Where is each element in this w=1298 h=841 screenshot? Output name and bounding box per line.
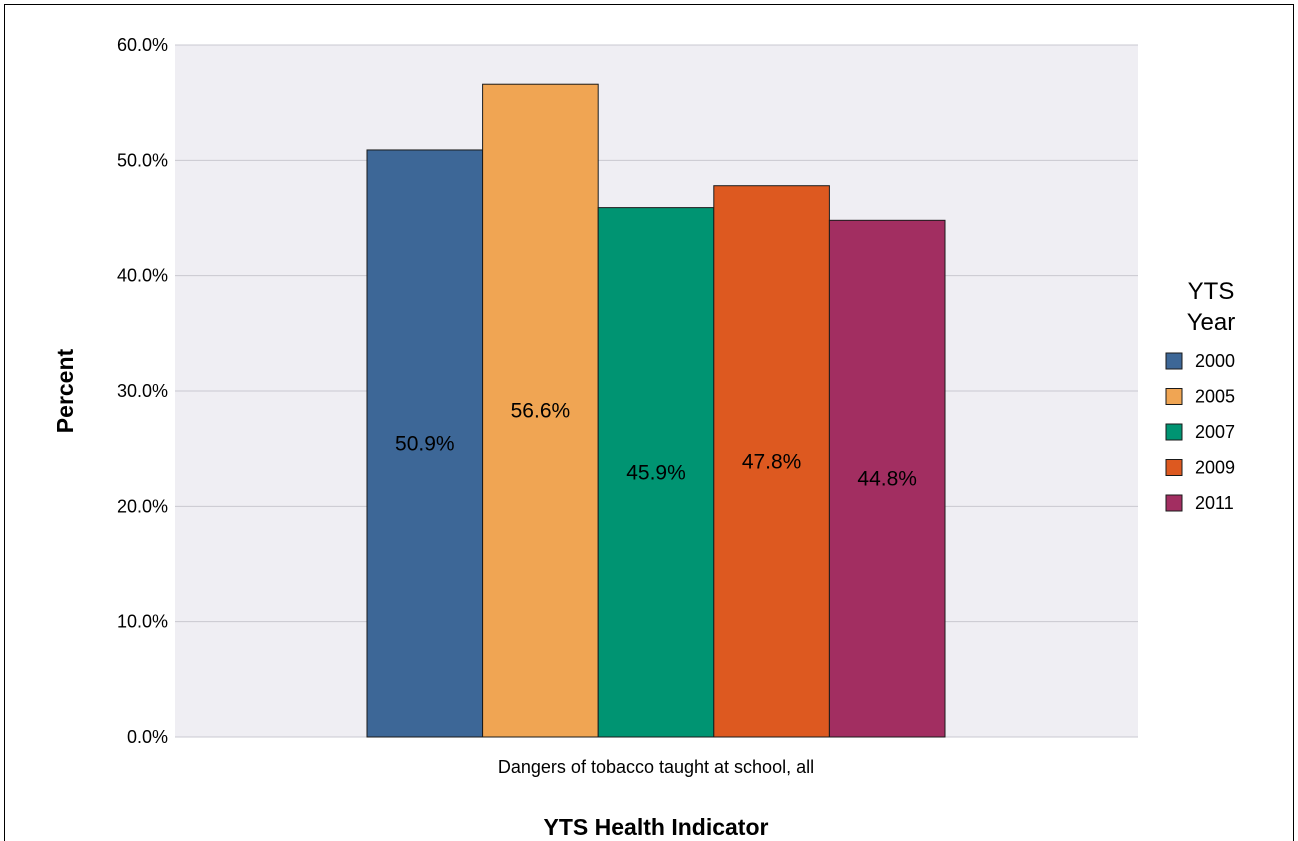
chart-frame [4, 4, 1294, 841]
legend-label-2007: 2007 [1195, 422, 1235, 442]
legend-swatch-2007 [1165, 423, 1183, 441]
x-category-label: Dangers of tobacco taught at school, all [498, 757, 814, 777]
bar-2000 [366, 149, 484, 738]
bar-2009 [713, 185, 830, 738]
legend-swatch-2005 [1165, 388, 1183, 405]
y-tick-label: 30.0% [117, 381, 168, 401]
value-label-2009: 47.8% [742, 450, 802, 473]
y-tick-label: 50.0% [117, 150, 168, 170]
y-tick-label: 60.0% [117, 35, 168, 55]
y-axis-title: Percent [52, 348, 78, 433]
legend-label-2011: 2011 [1195, 493, 1234, 513]
legend-swatch-2000 [1165, 352, 1183, 370]
y-tick-label: 20.0% [117, 496, 168, 516]
y-tick-label: 10.0% [117, 612, 168, 632]
legend-items: 2000 2005 2007 2009 2011 [1165, 351, 1235, 513]
y-tick-label: 0.0% [127, 727, 168, 747]
value-label-2005: 56.6% [511, 400, 571, 423]
value-label-2000: 50.9% [395, 432, 455, 455]
value-label-2007: 45.9% [626, 461, 686, 484]
legend-label-2005: 2005 [1195, 387, 1235, 407]
value-label-2011: 44.8% [857, 468, 917, 491]
legend-swatch-2011 [1165, 494, 1183, 512]
y-tick-label: 40.0% [117, 266, 168, 286]
bar-2005 [482, 83, 599, 738]
bar-2007 [597, 207, 715, 738]
bars [366, 83, 946, 738]
legend-swatch-2009 [1165, 459, 1183, 476]
bar-2011 [828, 219, 946, 738]
y-axis-ticks: 0.0% 10.0% 20.0% 30.0% 40.0% 50.0% 60.0% [117, 35, 168, 747]
x-axis-title: YTS Health Indicator [544, 814, 769, 840]
legend-title-line2: Year [1187, 309, 1236, 336]
legend-label-2009: 2009 [1195, 458, 1235, 478]
value-labels: 50.9% 56.6% 45.9% 47.8% 44.8% [395, 400, 917, 491]
legend: YTS Year 2000 2005 2007 2009 2011 [1165, 278, 1236, 513]
legend-label-2000: 2000 [1195, 351, 1235, 371]
legend-title-line1: YTS [1188, 278, 1235, 305]
